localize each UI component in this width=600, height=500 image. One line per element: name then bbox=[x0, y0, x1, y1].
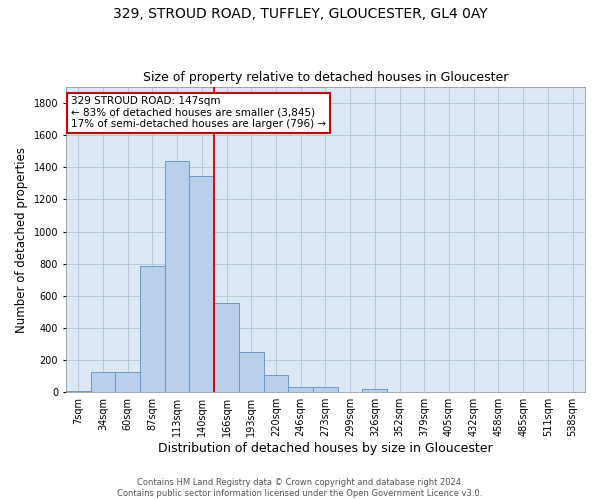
Bar bbox=[91, 372, 115, 392]
Text: 329 STROUD ROAD: 147sqm
← 83% of detached houses are smaller (3,845)
17% of semi: 329 STROUD ROAD: 147sqm ← 83% of detache… bbox=[71, 96, 326, 130]
Bar bbox=[190, 176, 214, 392]
Bar bbox=[362, 389, 387, 392]
Text: Contains HM Land Registry data © Crown copyright and database right 2024.
Contai: Contains HM Land Registry data © Crown c… bbox=[118, 478, 482, 498]
Bar bbox=[313, 388, 338, 392]
Text: 329, STROUD ROAD, TUFFLEY, GLOUCESTER, GL4 0AY: 329, STROUD ROAD, TUFFLEY, GLOUCESTER, G… bbox=[113, 8, 487, 22]
Bar bbox=[263, 374, 289, 392]
Bar bbox=[289, 386, 313, 392]
Bar bbox=[165, 161, 190, 392]
Title: Size of property relative to detached houses in Gloucester: Size of property relative to detached ho… bbox=[143, 72, 508, 85]
Bar bbox=[239, 352, 263, 392]
Bar bbox=[66, 390, 91, 392]
Bar bbox=[140, 266, 165, 392]
Bar bbox=[214, 303, 239, 392]
Y-axis label: Number of detached properties: Number of detached properties bbox=[15, 146, 28, 332]
Bar bbox=[115, 372, 140, 392]
X-axis label: Distribution of detached houses by size in Gloucester: Distribution of detached houses by size … bbox=[158, 442, 493, 455]
